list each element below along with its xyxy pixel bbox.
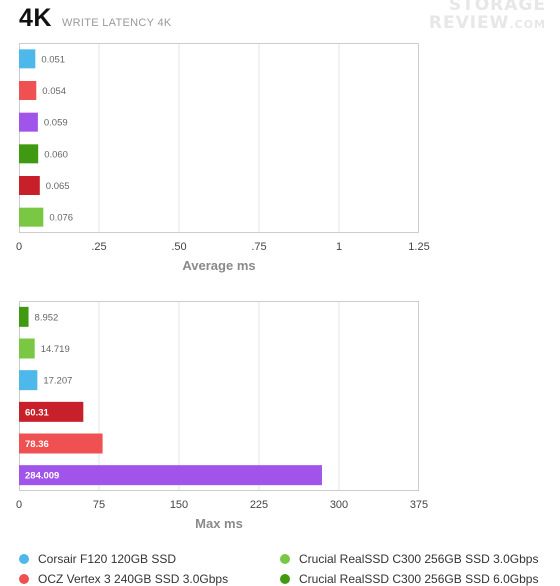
bar (19, 81, 37, 100)
bar (19, 433, 103, 454)
bar-value-label: 0.051 (41, 54, 65, 65)
average-latency-chart: 0.051 0.054 0.059 0.060 0.065 0.076 0 .25 .50 .75… (16, 43, 430, 273)
bar-value-label: 60.31 (25, 407, 49, 418)
tick-label: 0 (16, 499, 22, 511)
max-latency-chart: 8.952 14.719 17.207 60.31 78.36 284.009 0 75 150… (16, 301, 428, 531)
plot-frame (19, 301, 419, 491)
bar-value-label: 0.065 (46, 181, 70, 192)
x-axis-title: Max ms (195, 516, 243, 531)
tick-label: .25 (91, 241, 106, 253)
tick-label: 150 (170, 499, 188, 511)
legend-swatch (280, 574, 290, 584)
bar-value-label: 284.009 (25, 471, 59, 482)
legend-item: OCZ Vertex 3 240GB SSD 3.0Gbps (19, 572, 228, 586)
storage-review-logo: STORAGE REVIEW.COM (429, 0, 546, 34)
tick-label: 1 (336, 241, 342, 253)
legend-label: Crucial RealSSD C300 256GB SSD 6.0Gbps (299, 572, 539, 586)
plot-frame (19, 43, 419, 233)
tick-label: 1.25 (408, 241, 429, 253)
chart-legend: Corsair F120 120GB SSD Crucial RealSSD C3… (0, 548, 560, 586)
legend-label: OCZ Vertex 3 240GB SSD 3.0Gbps (38, 572, 229, 586)
bar-value-label: 0.060 (44, 149, 68, 160)
bar-value-label: 78.36 (25, 439, 49, 450)
tick-label: 0 (16, 241, 22, 253)
legend-item: Crucial RealSSD C300 256GB SSD 6.0Gbps (280, 572, 538, 586)
chart-title: 4K (19, 4, 52, 32)
bar (19, 207, 44, 227)
tick-label: 75 (93, 499, 105, 511)
x-axis-title: Average ms (182, 258, 255, 273)
bar-value-label: 0.059 (44, 118, 68, 129)
bar (19, 112, 38, 132)
bar-value-label: 0.054 (42, 86, 66, 97)
bar (19, 306, 29, 327)
bar (19, 465, 322, 486)
logo-line-2: REVIEW.COM (428, 13, 546, 33)
chart-header: 4K WRITE LATENCY 4K (19, 4, 172, 32)
logo-line-1: STORAGE (448, 0, 546, 15)
tick-label: .75 (251, 241, 266, 253)
tick-label: 375 (410, 499, 428, 511)
tick-label: 225 (250, 499, 268, 511)
bar (19, 176, 40, 195)
bar-value-label: 0.076 (49, 213, 73, 224)
bar (19, 370, 38, 391)
legend-label: Corsair F120 120GB SSD (38, 552, 177, 566)
bar (19, 338, 35, 359)
bar (19, 49, 36, 69)
tick-label: 300 (330, 499, 348, 511)
chart-subtitle: WRITE LATENCY 4K (61, 17, 172, 29)
legend-label: Crucial RealSSD C300 256GB SSD 3.0Gbps (299, 552, 539, 566)
bar-value-label: 14.719 (41, 344, 70, 355)
legend-swatch (280, 554, 290, 564)
bar (19, 144, 39, 164)
legend-swatch (19, 574, 29, 584)
bar-value-label: 8.952 (35, 312, 59, 323)
tick-label: .50 (171, 241, 186, 253)
legend-item: Corsair F120 120GB SSD (19, 552, 176, 566)
legend-swatch (19, 554, 29, 564)
bar (19, 401, 84, 422)
bar-value-label: 17.207 (43, 376, 72, 387)
legend-item: Crucial RealSSD C300 256GB SSD 3.0Gbps (280, 552, 538, 566)
